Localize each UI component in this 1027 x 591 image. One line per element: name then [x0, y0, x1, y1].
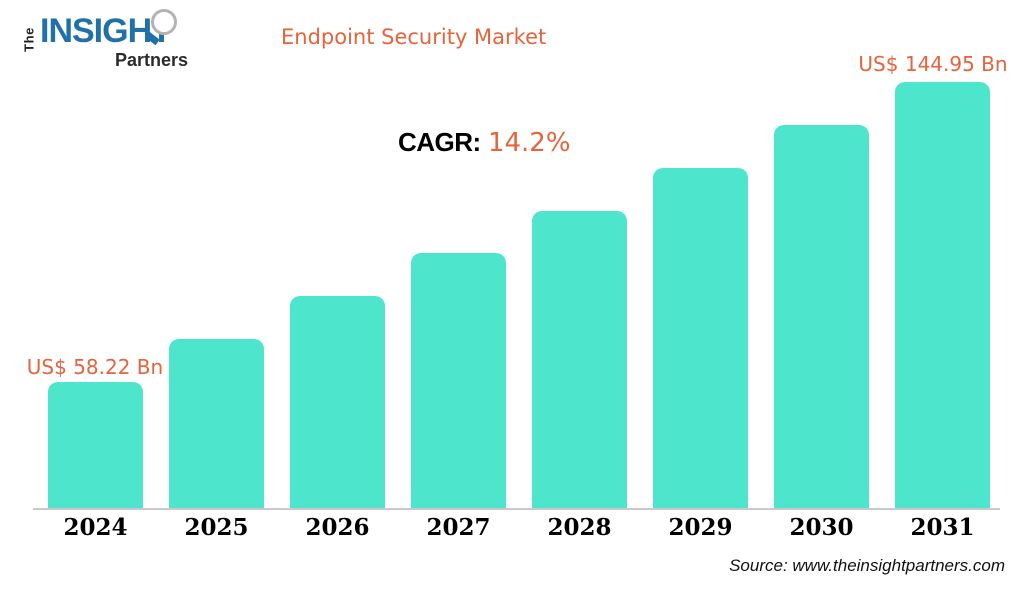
- x-axis-label-2026: 2026: [305, 514, 370, 541]
- logo-partners-text: Partners: [114, 50, 188, 70]
- bar-2029: [653, 168, 748, 509]
- x-axis-label-2027: 2027: [426, 514, 491, 541]
- cagr-annotation: CAGR: 14.2%: [398, 127, 571, 158]
- x-axis-label-2025: 2025: [184, 514, 249, 541]
- cagr-label: CAGR:: [398, 127, 481, 157]
- x-axis-label-2028: 2028: [547, 514, 612, 541]
- bar-2026: [290, 296, 385, 509]
- bar-2031: [895, 82, 990, 509]
- cagr-value: 14.2%: [487, 128, 571, 158]
- x-axis-line: [33, 508, 1000, 510]
- data-label-2031: US$ 144.95 Bn: [858, 52, 1008, 76]
- bar-2024: [48, 382, 143, 509]
- source-credit: Source: www.theinsightpartners.com: [729, 556, 1005, 575]
- logo-insight-text: INSIGHT: [40, 12, 172, 50]
- x-axis-label-2030: 2030: [789, 514, 854, 541]
- bar-2025: [169, 339, 264, 509]
- x-axis-label-2031: 2031: [910, 514, 975, 541]
- bars: [48, 81, 990, 509]
- bar-2028: [532, 211, 627, 509]
- bar-2027: [411, 253, 506, 509]
- logo-the-text: The: [21, 27, 37, 52]
- x-axis-label-2029: 2029: [668, 514, 733, 541]
- bar-2030: [774, 125, 869, 509]
- x-axis-label-2024: 2024: [63, 514, 128, 541]
- data-label-2024: US$ 58.22 Bn: [26, 355, 164, 379]
- magnifier-icon: [151, 9, 177, 35]
- page-title: Endpoint Security Market: [281, 25, 547, 49]
- insight-partners-logo: The INSIGHT Partners: [18, 6, 190, 78]
- x-axis-labels: 2024 2025 2026 2027 2028 2029 2030 2031: [48, 514, 990, 541]
